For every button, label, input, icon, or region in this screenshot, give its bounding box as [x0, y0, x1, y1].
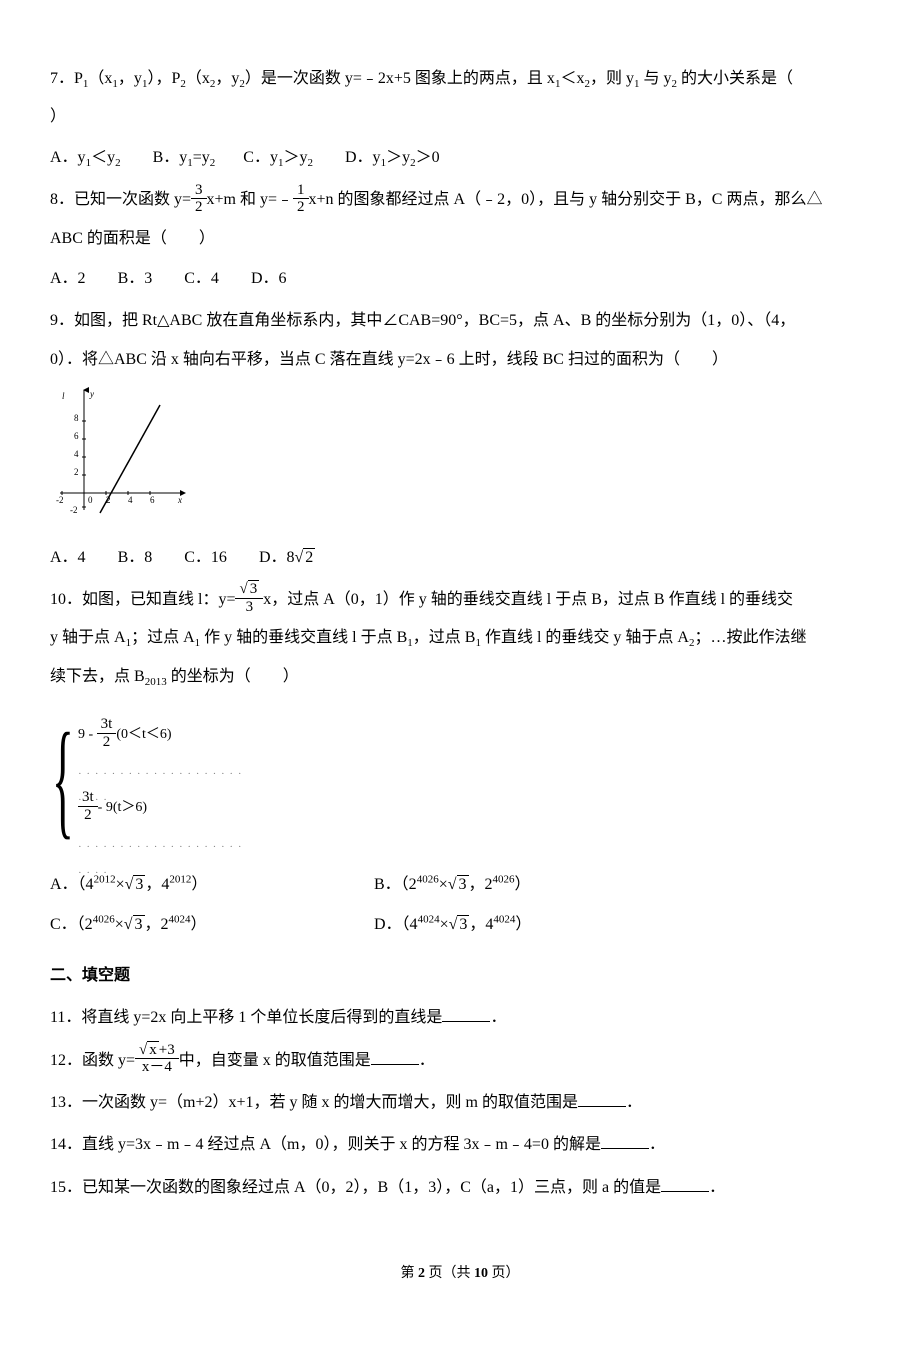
svg-text:-2: -2 — [70, 505, 78, 515]
fill-blank — [371, 1050, 419, 1065]
page-footer: 第 2 页（共 10 页） — [50, 1257, 870, 1291]
q8-choice-a: A．2 — [50, 260, 86, 298]
q10-system: { 9 - 3t2(0＜t＜6) · · · · · · · · · · · ·… — [50, 706, 250, 856]
q10-choice-b: B．（24026×3，24026） — [374, 866, 694, 904]
fill-blank — [578, 1092, 626, 1107]
fraction: x+3x－4 — [135, 1042, 179, 1076]
svg-text:x: x — [177, 495, 182, 505]
q10-stem-line2: y 轴于点 A1；过点 A1 作 y 轴的垂线交直线 l 于点 B1，过点 B1… — [50, 619, 870, 657]
question-12: 12．函数 y=x+3x－4中，自变量 x 的取值范围是． — [50, 1042, 870, 1080]
question-13: 13．一次函数 y=（m+2）x+1，若 y 随 x 的增大而增大，则 m 的取… — [50, 1084, 870, 1122]
q9-choices: A．4 B．8 C．16 D．82 — [50, 539, 870, 577]
q8-stem-cont: ABC 的面积是（ ） — [50, 220, 870, 258]
q9-stem-line2: 0）．将△ABC 沿 x 轴向右平移，当点 C 落在直线 y=2x﹣6 上时，线… — [50, 341, 870, 379]
q10-choice-d: D．（44024×3，44024） — [374, 906, 694, 944]
q9-stem-line1: 9．如图，把 Rt△ABC 放在直角坐标系内，其中∠CAB=90°，BC=5，点… — [50, 302, 870, 340]
q10-choice-c: C．（24026×3，24024） — [50, 906, 370, 944]
svg-text:y: y — [89, 389, 94, 399]
question-8: 8．已知一次函数 y=32x+m 和 y=﹣12x+n 的图象都经过点 A（﹣2… — [50, 181, 870, 298]
q7-close-paren: ） — [50, 98, 870, 136]
svg-text:4: 4 — [74, 449, 79, 459]
question-9: 9．如图，把 Rt△ABC 放在直角坐标系内，其中∠CAB=90°，BC=5，点… — [50, 302, 870, 577]
svg-text:0: 0 — [88, 495, 93, 505]
fraction: 12 — [293, 182, 309, 216]
question-10: 10．如图，已知直线 l：y=33x，过点 A（0，1）作 y 轴的垂线交直线 … — [50, 581, 870, 945]
q9-choice-a: A．4 — [50, 539, 86, 577]
svg-text:6: 6 — [74, 431, 79, 441]
q8-choice-b: B．3 — [118, 260, 153, 298]
svg-text:6: 6 — [150, 495, 155, 505]
q8-choice-c: C．4 — [184, 260, 219, 298]
svg-text:-2: -2 — [56, 495, 64, 505]
question-15: 15．已知某一次函数的图象经过点 A（0，2），B（1，3），C（a，1）三点，… — [50, 1169, 870, 1207]
q7-choice-b: B．y1=y2 — [153, 139, 216, 177]
q8-choice-d: D．6 — [251, 260, 287, 298]
system-row2: 3t2 - 9(t＞6) — [78, 791, 147, 825]
section-2-title: 二、填空题 — [50, 957, 870, 995]
q10-stem-line3: 续下去，点 B2013 的坐标为（ ） — [50, 658, 870, 696]
q10-choices-row2: C．（24026×3，24024） D．（44024×3，44024） — [50, 906, 870, 944]
fraction: 33 — [235, 581, 263, 615]
q7-choice-d: D．y1＞y2＞0 — [345, 139, 440, 177]
svg-text:4: 4 — [128, 495, 133, 505]
svg-text:2: 2 — [74, 467, 79, 477]
q9-choice-d: D．82 — [259, 539, 315, 577]
svg-text:l: l — [62, 391, 65, 401]
system-row1: 9 - 3t2(0＜t＜6) — [78, 718, 172, 752]
question-7: 7．P1（x1，y1），P2（x2，y2）是一次函数 y=﹣2x+5 图象上的两… — [50, 60, 870, 177]
fraction: 32 — [191, 182, 207, 216]
system-dots2: · · · · · · · · · · · · · · · · · · · · … — [78, 834, 250, 887]
q9-choice-b: B．8 — [118, 539, 153, 577]
q7-choices: A．y1＜y2 B．y1=y2 C．y1＞y2 D．y1＞y2＞0 — [50, 139, 870, 177]
q7-choice-c: C．y1＞y2 — [243, 139, 313, 177]
question-11: 11．将直线 y=2x 向上平移 1 个单位长度后得到的直线是． — [50, 999, 870, 1037]
q8-stem: 8．已知一次函数 y=32x+m 和 y=﹣12x+n 的图象都经过点 A（﹣2… — [50, 191, 822, 208]
q9-choice-c: C．16 — [184, 539, 227, 577]
left-brace-icon: { — [52, 714, 74, 844]
q8-choices: A．2 B．3 C．4 D．6 — [50, 260, 870, 298]
q10-stem: 10．如图，已知直线 l：y=33x，过点 A（0，1）作 y 轴的垂线交直线 … — [50, 591, 793, 608]
svg-text:8: 8 — [74, 413, 79, 423]
question-14: 14．直线 y=3x﹣m﹣4 经过点 A（m，0），则关于 x 的方程 3x﹣m… — [50, 1126, 870, 1164]
q7-choice-a: A．y1＜y2 — [50, 139, 121, 177]
fill-blank — [442, 1007, 490, 1022]
q9-graph: -2 0 2 4 6 2 4 6 8 -2 x y l — [50, 385, 190, 515]
q7-stem: 7．P1（x1，y1），P2（x2，y2）是一次函数 y=﹣2x+5 图象上的两… — [50, 70, 793, 87]
fill-blank — [661, 1177, 709, 1192]
fill-blank — [601, 1134, 649, 1149]
